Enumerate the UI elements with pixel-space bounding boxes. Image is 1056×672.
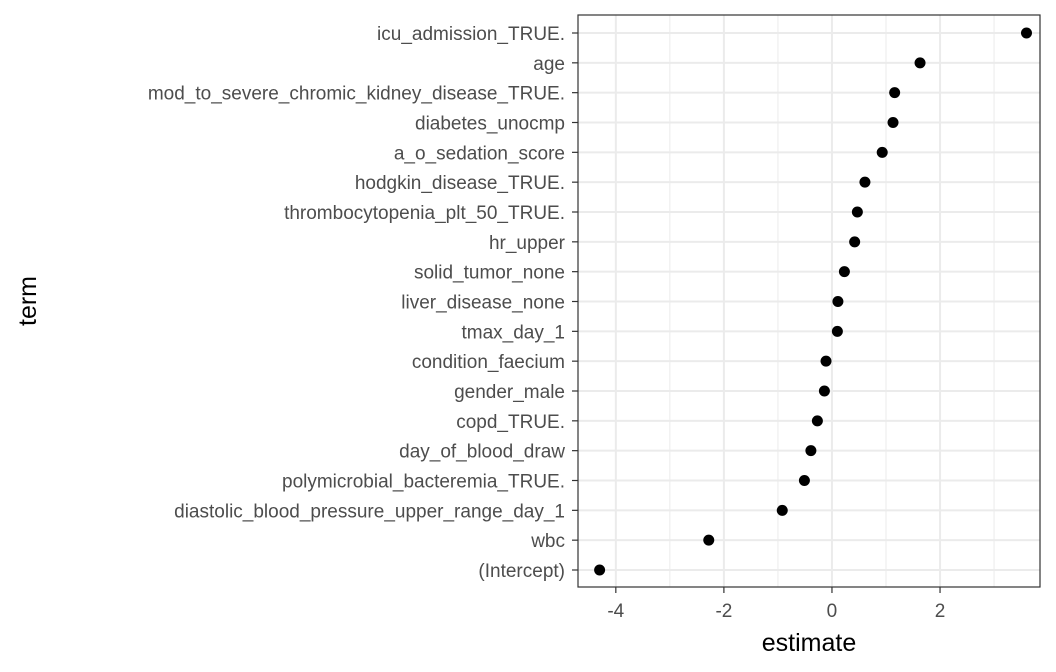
y-tick-label: liver_disease_none <box>401 293 565 314</box>
data-point <box>703 534 715 546</box>
y-tick-label: diabetes_unocmp <box>415 114 565 135</box>
data-point <box>1020 27 1032 39</box>
y-tick-label: icu_admission_TRUE. <box>377 24 565 45</box>
y-tick-label: solid_tumor_none <box>414 263 565 284</box>
data-point <box>849 236 861 248</box>
data-point <box>818 385 830 397</box>
y-tick-label: polymicrobial_bacteremia_TRUE. <box>282 472 565 493</box>
y-tick-label: (Intercept) <box>478 561 565 582</box>
x-tick-label: 0 <box>827 601 838 622</box>
y-tick-label: thrombocytopenia_plt_50_TRUE. <box>284 203 565 224</box>
grid-layer <box>578 15 1040 587</box>
y-axis-title: term <box>14 276 42 326</box>
y-tick-label: copd_TRUE. <box>456 412 565 433</box>
data-point <box>838 266 850 278</box>
data-point <box>820 355 832 367</box>
y-tick-label: mod_to_severe_chromic_kidney_disease_TRU… <box>148 84 565 105</box>
data-point <box>776 504 788 516</box>
y-tick-label: hodgkin_disease_TRUE. <box>355 173 565 194</box>
y-tick-label: tmax_day_1 <box>461 322 565 343</box>
data-point <box>594 564 606 576</box>
x-tick-label: -4 <box>607 601 624 622</box>
x-tick-label: 2 <box>935 601 946 622</box>
x-axis-title: estimate <box>762 629 856 657</box>
y-tick-label: gender_male <box>454 382 565 403</box>
y-tick-label: a_o_sedation_score <box>394 143 565 164</box>
points-layer <box>594 27 1032 576</box>
ticks-layer: -4 -2 0 2 (Intercept) wbc diastolic_blood_pres… <box>148 24 945 622</box>
data-point <box>805 445 817 457</box>
y-tick-label: condition_faecium <box>412 352 565 373</box>
data-point <box>831 325 843 337</box>
data-point <box>876 146 888 158</box>
data-point <box>798 475 810 486</box>
y-tick-label: wbc <box>530 531 565 552</box>
data-point <box>889 87 901 99</box>
data-point <box>851 206 863 218</box>
data-point <box>811 415 823 427</box>
x-tick-label: -2 <box>715 601 732 622</box>
y-tick-label: day_of_blood_draw <box>399 442 565 463</box>
data-point <box>914 57 926 69</box>
y-tick-label: hr_upper <box>489 233 566 254</box>
data-point <box>859 176 871 188</box>
y-tick-label: age <box>533 54 565 75</box>
y-tick-label: diastolic_blood_pressure_upper_range_day… <box>174 501 565 522</box>
data-point <box>832 296 844 307</box>
data-point <box>887 117 899 128</box>
